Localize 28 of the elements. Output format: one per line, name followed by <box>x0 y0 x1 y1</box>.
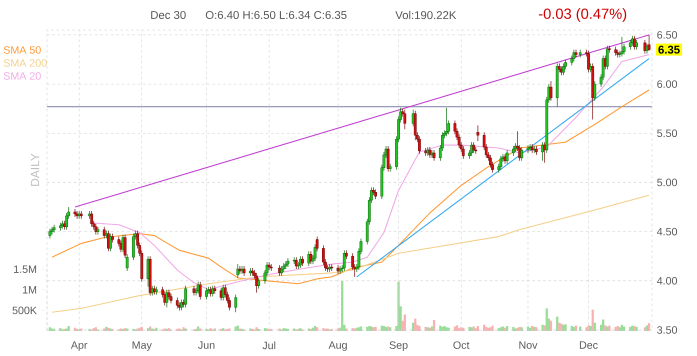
x-tick-label: Nov <box>519 341 538 349</box>
y-tick-label: 6.50 <box>657 31 678 39</box>
y-tick-label: 500K <box>12 306 37 314</box>
x-tick-label: Dec <box>580 341 598 349</box>
text: -0.03 (0.47%) <box>538 8 626 22</box>
text: SMA 20 <box>4 72 41 80</box>
y-tick-label: 4.50 <box>656 228 678 236</box>
x-tick-label: Oct <box>453 341 470 349</box>
y-tick-label: 3.50 <box>657 326 678 334</box>
y-tick-label: 4.00 <box>656 277 678 285</box>
x-tick-label: May <box>132 341 152 351</box>
y-tick-label: 1.5M <box>14 266 36 273</box>
y-tick-label: 5.50 <box>657 129 678 138</box>
text: O:6.40 H:6.50 L:6.34 C:6.35 <box>206 10 347 19</box>
x-tick-label: Aug <box>328 341 347 351</box>
text: Dec 30 <box>151 10 186 19</box>
x-tick-label: Jul <box>262 341 276 350</box>
x-tick-label: Apr <box>70 341 88 351</box>
text: SMA 50 <box>4 46 41 54</box>
x-tick-label: Sep <box>390 341 408 352</box>
y-tick-label: 6.00 <box>657 80 678 88</box>
text: Vol:190.22K <box>395 10 456 20</box>
y-tick-label: 1M <box>22 286 36 294</box>
text: SMA 200 <box>4 59 47 67</box>
y-tick-label: 5.00 <box>657 178 678 186</box>
x-tick-label: Jun <box>198 341 214 349</box>
annotation: 6.35 <box>658 46 680 54</box>
y-axis-title: DAILY <box>30 153 40 186</box>
